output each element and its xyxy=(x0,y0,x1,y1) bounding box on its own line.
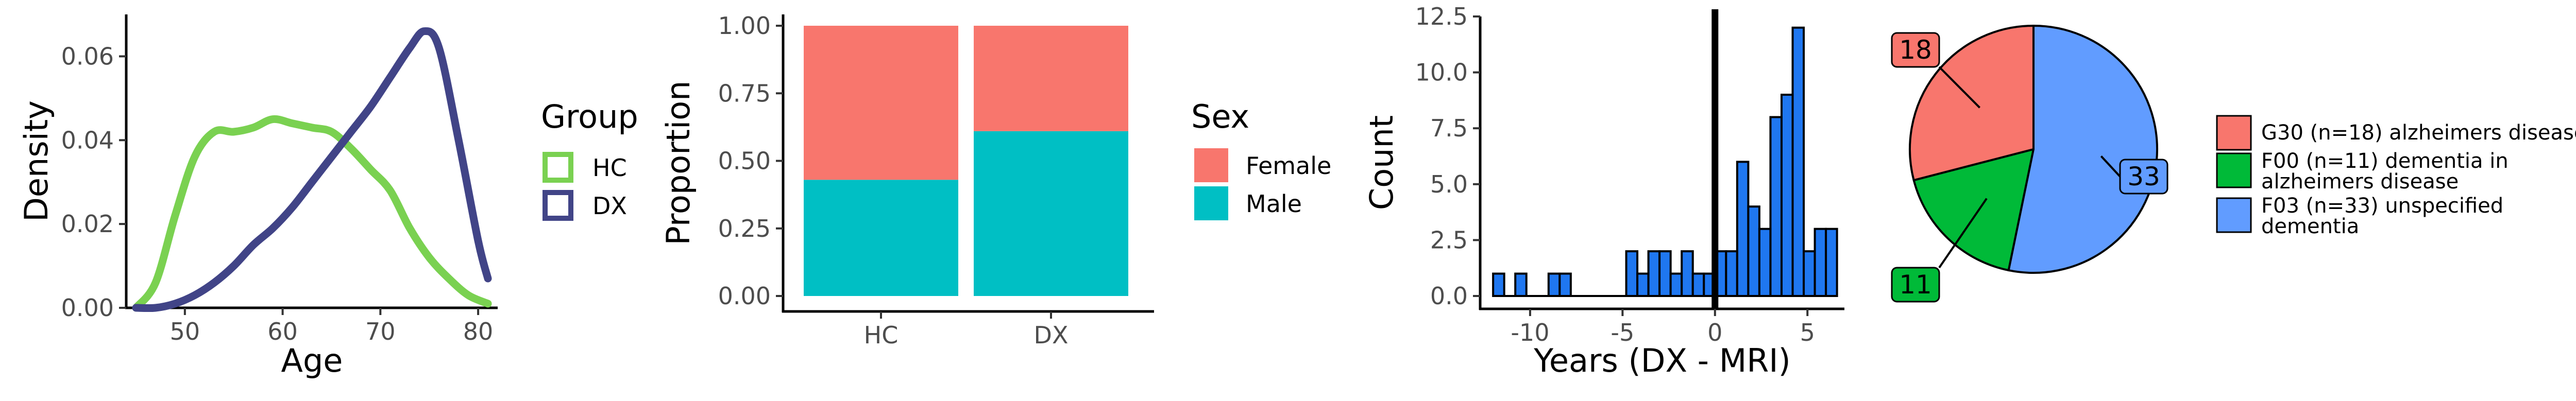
histogram-bar xyxy=(1791,26,1805,298)
histogram-bar xyxy=(1825,228,1838,297)
density-line-dx xyxy=(132,27,492,312)
histogram-bar xyxy=(1647,250,1661,297)
histogram-x-tick-label: -10 xyxy=(1511,319,1549,346)
histogram-x-tick-label: 0 xyxy=(1707,319,1722,346)
proportion-panel: 0.00 0.25 0.50 0.75 1.00 HC DX Proportion Sex Fem… xyxy=(659,12,1331,349)
histogram-bar xyxy=(1814,228,1827,297)
histogram-bar xyxy=(1780,94,1794,297)
density-legend-key-dx xyxy=(543,190,573,221)
pie-panel: 18 11 33 G30 (n=18) alzheimers disease F00 (… xyxy=(1891,24,2576,303)
histogram-bar xyxy=(1669,272,1683,297)
density-x-tick-label: 70 xyxy=(365,318,396,345)
histogram-bar xyxy=(1658,250,1672,297)
density-x-axis-title: Age xyxy=(281,342,343,379)
histogram-panel: 0.0 2.5 5.0 7.5 10.0 12.5 -10 -5 0 5 Years (DX - M… xyxy=(1363,3,1844,379)
pie-legend-label-2-line2: alzheimers disease xyxy=(2261,170,2459,194)
proportion-legend-label-female: Female xyxy=(1246,152,1331,180)
histogram-bar xyxy=(1558,272,1572,297)
pie-callout-box-2 xyxy=(1891,267,1940,303)
proportion-y-tick-label: 0.75 xyxy=(718,79,771,107)
density-x-tick-label: 80 xyxy=(463,318,494,345)
pie-slice-2 xyxy=(1912,148,2035,272)
density-legend-label-hc: HC xyxy=(592,154,627,182)
histogram-bar xyxy=(1547,272,1561,297)
histogram-bar xyxy=(1691,272,1705,297)
density-panel: 0.00 0.02 0.04 0.06 50 60 70 80 Age Density Group H… xyxy=(18,14,638,379)
proportion-y-tick-label: 0.25 xyxy=(718,215,771,242)
proportion-legend-key-female xyxy=(1194,148,1228,182)
proportion-x-tick-label: DX xyxy=(1034,321,1069,349)
histogram-bar xyxy=(1736,161,1750,297)
density-y-tick-label: 0.06 xyxy=(61,42,114,70)
pie-callout-line-1 xyxy=(1938,66,1981,109)
pie-legend-key-3 xyxy=(2216,197,2252,233)
density-y-tick-label: 0.00 xyxy=(61,294,114,322)
proportion-y-tick-label: 0.00 xyxy=(718,282,771,310)
density-x-tick-label: 50 xyxy=(170,318,200,345)
density-legend-title: Group xyxy=(541,98,638,135)
proportion-bar-hc-male xyxy=(804,180,958,296)
pie-callout-label-3: 33 xyxy=(2127,162,2160,191)
histogram-x-tick-label: -5 xyxy=(1611,319,1634,346)
histogram-bar xyxy=(1636,272,1650,297)
histogram-y-axis-title: Count xyxy=(1363,115,1400,210)
histogram-x-axis-title: Years (DX - MRI) xyxy=(1533,342,1791,379)
histogram-y-tick-label: 0.0 xyxy=(1430,282,1468,310)
pie-slice-1 xyxy=(1909,24,2035,182)
density-legend-label-dx: DX xyxy=(592,192,627,220)
pie-legend-key-1 xyxy=(2216,115,2252,151)
pie-callout-box-3 xyxy=(2119,159,2168,195)
proportion-y-tick-label: 1.00 xyxy=(718,12,771,40)
histogram-y-tick-label: 10.0 xyxy=(1415,59,1468,86)
pie-callout-box-1 xyxy=(1891,32,1940,68)
proportion-legend-title: Sex xyxy=(1191,98,1249,135)
histogram-bar xyxy=(1681,250,1694,297)
proportion-y-axis-title: Proportion xyxy=(659,81,697,246)
proportion-y-tick-label: 0.50 xyxy=(718,147,771,175)
histogram-bar xyxy=(1514,272,1528,297)
pie-legend-label-3: F03 (n=33) unspecified xyxy=(2261,194,2503,218)
histogram-bar xyxy=(1758,228,1772,297)
histogram-y-tick-label: 7.5 xyxy=(1430,114,1468,142)
histogram-bar xyxy=(1492,272,1505,297)
histogram-bar xyxy=(1625,250,1639,297)
pie-legend-label-2: F00 (n=11) dementia in xyxy=(2261,149,2509,173)
proportion-bar-hc-female xyxy=(804,26,958,180)
histogram-y-tick-label: 5.0 xyxy=(1430,170,1468,198)
pie-callout-label-1: 18 xyxy=(1899,35,1932,65)
density-line-hc xyxy=(132,115,492,312)
proportion-bar-dx-female xyxy=(974,26,1128,131)
pie-callout-label-2: 11 xyxy=(1899,270,1932,300)
histogram-bar xyxy=(1803,250,1816,297)
proportion-legend-key-male xyxy=(1194,186,1228,220)
proportion-legend-label-male: Male xyxy=(1246,190,1302,218)
density-y-axis-title: Density xyxy=(18,100,55,222)
histogram-bar xyxy=(1747,205,1760,297)
histogram-y-tick-label: 12.5 xyxy=(1415,3,1468,30)
histogram-y-tick-label: 2.5 xyxy=(1430,226,1468,254)
density-y-tick-label: 0.04 xyxy=(61,126,114,154)
pie-legend-label-3-line2: dementia xyxy=(2261,215,2359,238)
pie-legend-key-2 xyxy=(2216,152,2252,188)
histogram-bar xyxy=(1725,250,1738,297)
proportion-bar-dx-male xyxy=(974,131,1128,296)
density-x-tick-label: 60 xyxy=(267,318,298,345)
pie-callout-line-3 xyxy=(2100,155,2121,178)
histogram-bar xyxy=(1769,116,1783,297)
density-legend-key-hc xyxy=(543,152,573,183)
proportion-x-tick-label: HC xyxy=(864,321,899,349)
pie-legend-label-1: G30 (n=18) alzheimers disease xyxy=(2261,121,2576,145)
histogram-x-tick-label: 5 xyxy=(1800,319,1815,346)
pie-callout-line-2 xyxy=(1938,198,1988,269)
density-y-tick-label: 0.02 xyxy=(61,210,114,238)
